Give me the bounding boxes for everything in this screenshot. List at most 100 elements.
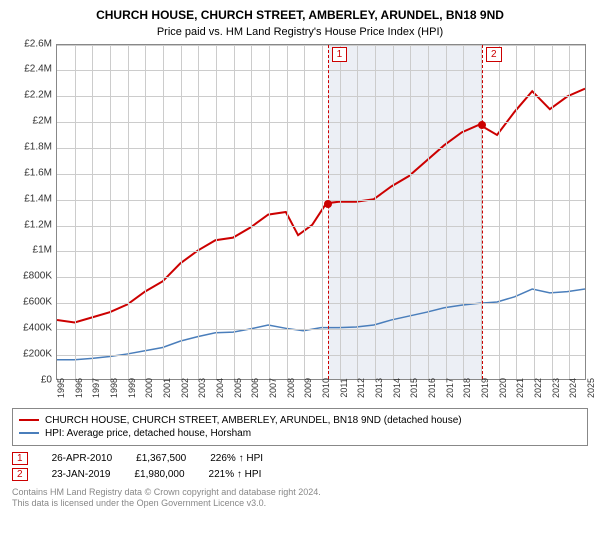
grid-line (57, 148, 585, 149)
x-tick-label: 2007 (268, 378, 278, 398)
marker-line-2 (482, 45, 483, 379)
grid-line (287, 45, 288, 379)
grid-line (57, 303, 585, 304)
transaction-price: £1,980,000 (134, 469, 184, 480)
transaction-price: £1,367,500 (136, 453, 186, 464)
transaction-marker: 2 (12, 468, 28, 481)
grid-line (57, 174, 585, 175)
grid-line (393, 45, 394, 379)
grid-line (57, 70, 585, 71)
chart-title: CHURCH HOUSE, CHURCH STREET, AMBERLEY, A… (12, 8, 588, 24)
y-tick-label: £0 (41, 374, 52, 385)
x-tick-label: 2023 (551, 378, 561, 398)
footer-line-2: This data is licensed under the Open Gov… (12, 498, 588, 510)
transaction-date: 26-APR-2010 (52, 453, 113, 464)
transaction-marker: 1 (12, 452, 28, 465)
grid-line (57, 122, 585, 123)
grid-line (145, 45, 146, 379)
x-tick-label: 2024 (568, 378, 578, 398)
transaction-table: 126-APR-2010£1,367,500226% ↑ HPI223-JAN-… (12, 452, 588, 481)
y-tick-label: £400K (23, 322, 52, 333)
y-tick-label: £1.4M (24, 193, 52, 204)
marker-label-1: 1 (332, 47, 348, 62)
y-tick-label: £2.2M (24, 90, 52, 101)
y-tick-label: £200K (23, 348, 52, 359)
x-axis: 1995199619971998199920002001200220032004… (56, 384, 586, 404)
footer: Contains HM Land Registry data © Crown c… (12, 487, 588, 510)
marker-line-1 (328, 45, 329, 379)
plot-area: 12 (56, 44, 586, 380)
x-tick-label: 2015 (409, 378, 419, 398)
y-tick-label: £600K (23, 297, 52, 308)
grid-line (340, 45, 341, 379)
y-tick-label: £2.4M (24, 64, 52, 75)
x-tick-label: 1995 (56, 378, 66, 398)
x-tick-label: 2001 (162, 378, 172, 398)
grid-line (57, 251, 585, 252)
x-tick-label: 1996 (74, 378, 84, 398)
grid-line (198, 45, 199, 379)
grid-line (57, 226, 585, 227)
y-tick-label: £2.6M (24, 38, 52, 49)
x-tick-label: 1998 (109, 378, 119, 398)
grid-line (57, 96, 585, 97)
grid-line (57, 277, 585, 278)
y-tick-label: £800K (23, 271, 52, 282)
footer-line-1: Contains HM Land Registry data © Crown c… (12, 487, 588, 499)
chart-area: £0£200K£400K£600K£800K£1M£1.2M£1.4M£1.6M… (12, 44, 588, 404)
x-tick-label: 2000 (144, 378, 154, 398)
grid-line (234, 45, 235, 379)
x-tick-label: 2011 (339, 378, 349, 397)
grid-line (163, 45, 164, 379)
grid-line (304, 45, 305, 379)
x-tick-label: 2020 (498, 378, 508, 398)
x-tick-label: 2025 (586, 378, 596, 398)
grid-line (128, 45, 129, 379)
x-tick-label: 2018 (462, 378, 472, 398)
grid-line (569, 45, 570, 379)
transaction-delta: 221% ↑ HPI (209, 469, 262, 480)
grid-line (499, 45, 500, 379)
x-tick-label: 2019 (480, 378, 490, 398)
x-tick-label: 2021 (515, 378, 525, 398)
transaction-date: 23-JAN-2019 (52, 469, 111, 480)
y-tick-label: £1.2M (24, 219, 52, 230)
series-property (57, 88, 585, 322)
grid-line (92, 45, 93, 379)
marker-label-2: 2 (486, 47, 502, 62)
marker-dot-2 (478, 121, 486, 129)
x-tick-label: 2009 (303, 378, 313, 398)
grid-line (552, 45, 553, 379)
y-tick-label: £1.8M (24, 141, 52, 152)
grid-line (446, 45, 447, 379)
grid-line (428, 45, 429, 379)
y-axis: £0£200K£400K£600K£800K£1M£1.2M£1.4M£1.6M… (12, 44, 54, 380)
grid-line (57, 45, 585, 46)
legend-item: HPI: Average price, detached house, Hors… (19, 428, 581, 439)
grid-line (57, 355, 585, 356)
legend-label: HPI: Average price, detached house, Hors… (45, 428, 251, 439)
y-tick-label: £1.6M (24, 167, 52, 178)
grid-line (357, 45, 358, 379)
grid-line (322, 45, 323, 379)
grid-line (534, 45, 535, 379)
grid-line (463, 45, 464, 379)
x-tick-label: 2004 (215, 378, 225, 398)
grid-line (181, 45, 182, 379)
x-tick-label: 2017 (445, 378, 455, 398)
grid-line (75, 45, 76, 379)
transaction-row: 2 23-JAN-2019 £1,980,000 221% ↑ HPI (12, 468, 588, 481)
x-tick-label: 2014 (392, 378, 402, 398)
grid-line (57, 200, 585, 201)
x-tick-label: 2016 (427, 378, 437, 398)
legend: CHURCH HOUSE, CHURCH STREET, AMBERLEY, A… (12, 408, 588, 446)
grid-line (110, 45, 111, 379)
grid-line (269, 45, 270, 379)
series-hpi (57, 289, 585, 360)
legend-label: CHURCH HOUSE, CHURCH STREET, AMBERLEY, A… (45, 415, 462, 426)
x-tick-label: 1997 (91, 378, 101, 398)
x-tick-label: 2013 (374, 378, 384, 398)
grid-line (251, 45, 252, 379)
transaction-row: 126-APR-2010£1,367,500226% ↑ HPI (12, 452, 588, 465)
x-tick-label: 2022 (533, 378, 543, 398)
